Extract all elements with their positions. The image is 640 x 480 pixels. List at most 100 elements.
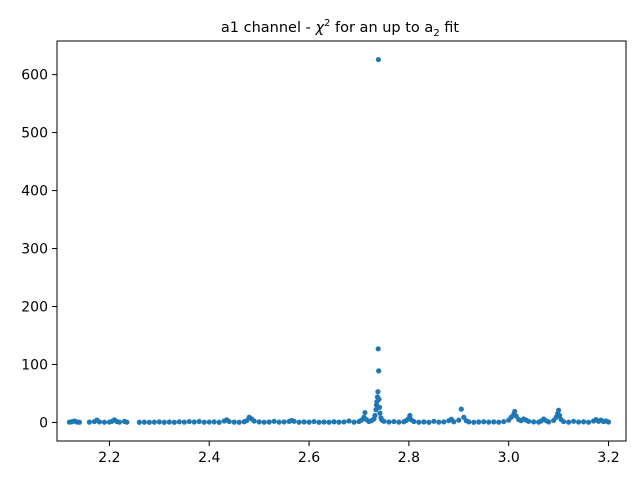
data-point xyxy=(375,389,381,395)
data-point xyxy=(86,419,93,425)
data-point xyxy=(316,419,322,425)
y-axis-ticks: 0 100 200 300 400 500 600 xyxy=(21,68,57,431)
data-point xyxy=(271,418,277,424)
data-point xyxy=(186,418,192,425)
data-point xyxy=(256,419,262,425)
data-point xyxy=(236,419,242,425)
data-point xyxy=(441,419,447,425)
data-point xyxy=(377,410,383,416)
data-point xyxy=(151,419,157,425)
data-point xyxy=(476,419,482,425)
data-point xyxy=(291,418,297,424)
data-point xyxy=(376,368,382,374)
data-point xyxy=(407,412,413,419)
data-point xyxy=(196,418,202,425)
data-point xyxy=(375,346,381,352)
data-point xyxy=(605,419,612,425)
data-point xyxy=(372,412,378,419)
title-suffix: fit xyxy=(440,20,460,36)
data-point xyxy=(376,396,382,402)
data-point xyxy=(206,419,212,425)
data-point xyxy=(296,419,302,425)
data-point xyxy=(261,419,267,425)
data-point xyxy=(375,56,382,63)
data-point xyxy=(191,419,197,425)
data-point xyxy=(211,419,217,425)
data-point xyxy=(311,418,317,425)
y-tick-label: 600 xyxy=(21,68,48,84)
data-point xyxy=(266,419,272,425)
data-point xyxy=(306,419,312,425)
data-point xyxy=(411,418,417,425)
data-point xyxy=(201,419,207,425)
data-point xyxy=(156,419,162,425)
data-point xyxy=(381,418,387,424)
x-axis-ticks: 2.2 2.4 2.6 2.8 3.0 3.2 xyxy=(98,441,620,466)
x-tick-label: 3.0 xyxy=(498,450,520,466)
data-point xyxy=(426,419,432,425)
x-tick-label: 3.2 xyxy=(597,450,619,466)
data-point xyxy=(585,419,592,425)
title-chi: χ xyxy=(314,20,325,36)
data-point xyxy=(362,409,368,416)
data-point xyxy=(466,419,472,425)
data-point xyxy=(141,419,147,425)
scatter-points xyxy=(66,56,612,425)
x-tick-label: 2.6 xyxy=(298,450,320,466)
data-point xyxy=(281,419,287,425)
data-point xyxy=(176,419,182,425)
plot-frame xyxy=(56,40,627,442)
data-point xyxy=(321,419,327,425)
data-point xyxy=(396,419,402,425)
y-tick-label: 500 xyxy=(21,126,48,142)
data-point xyxy=(216,419,222,425)
data-point xyxy=(336,419,342,425)
data-point xyxy=(146,419,152,425)
data-point xyxy=(351,419,357,425)
data-point xyxy=(226,418,232,425)
data-point xyxy=(580,419,587,425)
data-point xyxy=(231,419,237,425)
data-point xyxy=(431,418,437,424)
data-point xyxy=(326,419,332,425)
title-middle: for an up to a xyxy=(330,20,433,36)
x-tick-label: 2.4 xyxy=(198,450,220,466)
data-point xyxy=(101,419,108,425)
data-point xyxy=(171,419,177,425)
data-point xyxy=(166,419,172,425)
title-chi-superscript: 2 xyxy=(324,18,330,29)
data-point xyxy=(276,419,282,425)
data-point xyxy=(512,408,518,415)
x-tick-label: 2.8 xyxy=(398,450,420,466)
title-a-subscript: 2 xyxy=(433,28,439,39)
data-point xyxy=(451,419,457,425)
data-point xyxy=(456,417,462,423)
data-point xyxy=(575,419,582,425)
data-point xyxy=(386,419,392,425)
y-tick-label: 300 xyxy=(21,242,48,258)
data-point xyxy=(161,419,167,425)
data-point xyxy=(251,418,257,424)
data-point xyxy=(331,419,337,425)
data-point xyxy=(181,419,187,425)
data-point xyxy=(416,419,422,425)
data-point xyxy=(556,407,562,413)
data-point xyxy=(546,419,552,425)
data-point xyxy=(124,419,130,425)
data-point xyxy=(491,419,497,425)
y-tick-label: 400 xyxy=(21,184,48,200)
data-point xyxy=(496,419,502,425)
data-point xyxy=(561,418,567,425)
data-point xyxy=(531,419,537,425)
data-point xyxy=(136,419,142,425)
data-point xyxy=(486,419,492,425)
data-point xyxy=(501,418,507,425)
data-point xyxy=(436,419,442,425)
x-tick-label: 2.2 xyxy=(98,450,120,466)
data-point xyxy=(391,418,397,425)
data-point xyxy=(76,419,83,425)
data-point xyxy=(570,418,577,424)
title-prefix: a1 channel - xyxy=(221,20,316,36)
data-point xyxy=(458,406,464,412)
